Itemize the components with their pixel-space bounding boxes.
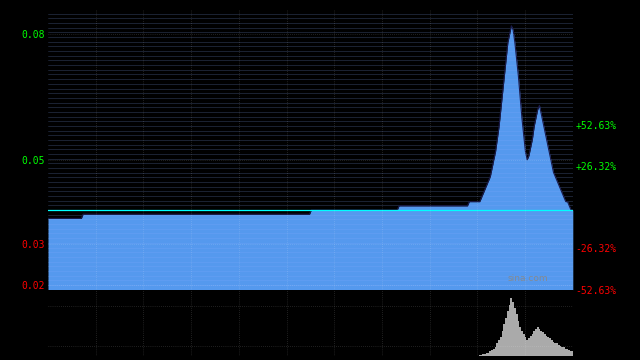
Bar (551, 340, 552, 356)
Bar (484, 354, 486, 356)
Bar (495, 347, 497, 356)
Bar (566, 349, 568, 356)
Bar (533, 330, 535, 356)
Bar (491, 350, 493, 356)
Bar (493, 348, 495, 356)
Bar (552, 342, 554, 356)
Bar (500, 337, 502, 356)
Bar (544, 334, 545, 356)
Bar (497, 343, 498, 356)
Bar (549, 338, 551, 356)
Bar (542, 332, 544, 356)
Bar (490, 351, 491, 356)
Bar (479, 355, 481, 356)
Bar (507, 311, 509, 356)
Bar (556, 343, 558, 356)
Bar (547, 337, 549, 356)
Bar (509, 305, 511, 356)
Bar (559, 346, 561, 356)
Bar (523, 334, 525, 356)
Bar (565, 348, 566, 356)
Bar (519, 327, 521, 356)
Bar (545, 336, 547, 356)
Bar (558, 345, 559, 356)
Bar (521, 330, 523, 356)
Bar (526, 340, 528, 356)
Bar (483, 355, 484, 356)
Bar (563, 347, 565, 356)
Bar (570, 351, 572, 356)
Text: sina.com: sina.com (508, 274, 548, 283)
Bar (539, 329, 540, 356)
Bar (518, 321, 519, 356)
Bar (481, 355, 483, 356)
Bar (561, 347, 563, 356)
Bar (486, 353, 488, 356)
Bar (505, 318, 507, 356)
Bar (504, 324, 505, 356)
Bar (572, 351, 573, 356)
Bar (568, 350, 570, 356)
Bar (525, 337, 526, 356)
Bar (514, 308, 516, 356)
Bar (530, 336, 532, 356)
Bar (532, 334, 533, 356)
Bar (512, 302, 514, 356)
Bar (537, 327, 539, 356)
Bar (516, 314, 518, 356)
Bar (554, 343, 556, 356)
Bar (528, 338, 530, 356)
Bar (498, 340, 500, 356)
Bar (511, 298, 512, 356)
Bar (535, 329, 537, 356)
Bar (488, 352, 490, 356)
Bar (502, 330, 504, 356)
Bar (540, 330, 542, 356)
